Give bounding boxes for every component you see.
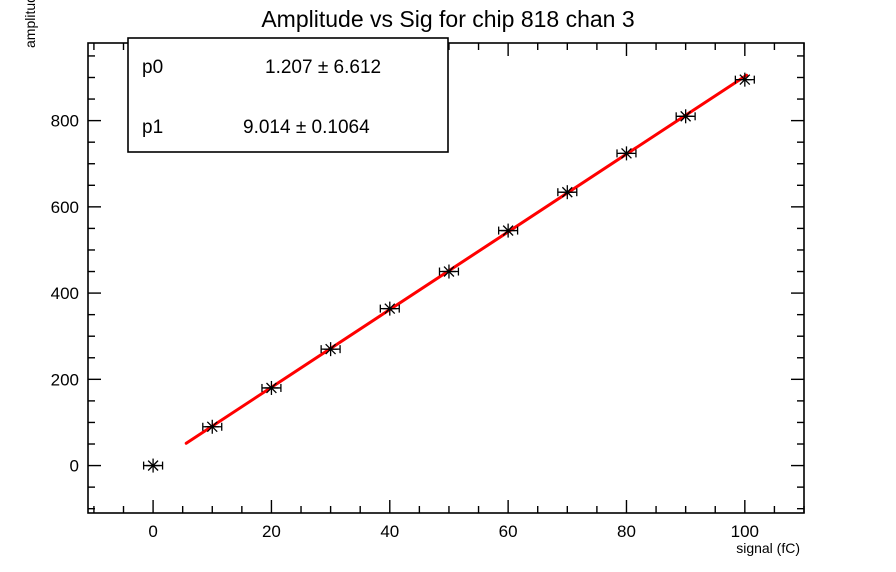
y-axis-tick-labels: 0 200 400 600 800 [51,112,79,476]
x-tick-label: 0 [148,522,157,541]
x-tick-label: 20 [262,522,281,541]
data-point [202,419,223,434]
page-title: Amplitude vs Sig for chip 818 chan 3 [261,6,635,32]
data-point-markers [142,72,755,473]
y-tick-label: 800 [51,112,79,131]
stats-box-frame [127,37,449,153]
data-point [142,458,164,473]
y-tick-label: 200 [51,370,79,389]
y-tick-label: 600 [51,198,79,217]
y-tick-label: 400 [51,284,79,303]
x-axis-tick-labels: 0 20 40 60 80 100 [148,522,759,541]
y-axis-ticks [88,55,804,510]
stats-row-1-value: 9.014 ± 0.1064 [243,117,370,138]
x-axis-title: signal (fC) [736,540,800,556]
data-point [616,146,637,161]
data-point [675,109,696,124]
stats-row-0-name: p0 [142,57,163,78]
data-point [734,72,755,87]
data-point [320,342,341,357]
stats-row-1-name: p1 [142,117,163,138]
stats-row-0-value: 1.207 ± 6.612 [265,57,381,78]
x-tick-label: 100 [731,522,759,541]
fit-stats-box: p0 1.207 ± 6.612 p1 9.014 ± 0.1064 [127,37,449,153]
data-point [557,185,578,200]
x-tick-label: 40 [380,522,399,541]
y-tick-label: 0 [70,457,79,476]
data-point [261,380,282,395]
data-point [438,264,460,279]
y-axis-title: amplitude (ADC) [22,0,38,48]
fit-line [184,73,749,445]
data-point [498,223,519,238]
data-point [379,301,400,316]
x-tick-label: 80 [617,522,636,541]
x-tick-label: 60 [499,522,518,541]
